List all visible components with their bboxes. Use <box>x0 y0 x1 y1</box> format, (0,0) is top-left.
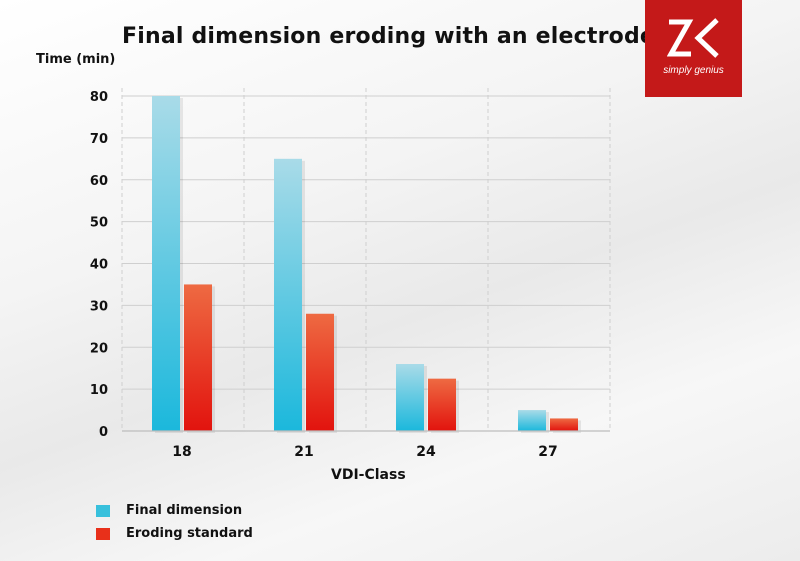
x-tick-label-18: 18 <box>172 444 191 460</box>
bar-final-dimension-21 <box>274 158 302 431</box>
bar-final-dimension-18 <box>152 96 180 431</box>
legend-label-eroding-standard: Eroding standard <box>126 526 253 541</box>
bar-final-dimension-24 <box>396 364 424 431</box>
bar-eroding-standard-18 <box>184 284 212 431</box>
legend-label-final-dimension: Final dimension <box>126 503 243 518</box>
y-tick-label-60: 60 <box>90 174 108 189</box>
y-tick-label-20: 20 <box>90 341 108 356</box>
legend-swatch-final-dimension <box>96 504 110 517</box>
bar-eroding-standard-27 <box>550 418 578 431</box>
y-tick-label-30: 30 <box>90 299 108 314</box>
legend: Final dimension Eroding standard <box>96 500 253 546</box>
x-tick-label-21: 21 <box>294 444 313 460</box>
legend-item-final-dimension: Final dimension <box>96 500 253 521</box>
y-tick-label-10: 10 <box>90 383 108 398</box>
zk-logo: simply genius <box>645 0 742 97</box>
legend-swatch-eroding-standard <box>96 527 110 540</box>
bar-eroding-standard-21 <box>306 313 334 431</box>
y-tick-label-80: 80 <box>90 90 108 105</box>
y-tick-label-40: 40 <box>90 258 108 273</box>
y-tick-label-0: 0 <box>99 425 108 440</box>
zk-logo-mark <box>667 18 719 58</box>
logo-tagline: simply genius <box>663 65 724 76</box>
legend-item-eroding-standard: Eroding standard <box>96 523 253 544</box>
x-tick-label-27: 27 <box>538 444 557 460</box>
y-tick-label-50: 50 <box>90 216 108 231</box>
chart-title: Final dimension eroding with an electrod… <box>122 24 656 49</box>
x-tick-label-24: 24 <box>416 444 436 460</box>
bar-eroding-standard-24 <box>428 378 456 431</box>
x-axis-label: VDI-Class <box>331 467 406 483</box>
y-axis-label: Time (min) <box>36 52 116 67</box>
bar-final-dimension-27 <box>518 410 546 431</box>
y-tick-label-70: 70 <box>90 132 108 147</box>
